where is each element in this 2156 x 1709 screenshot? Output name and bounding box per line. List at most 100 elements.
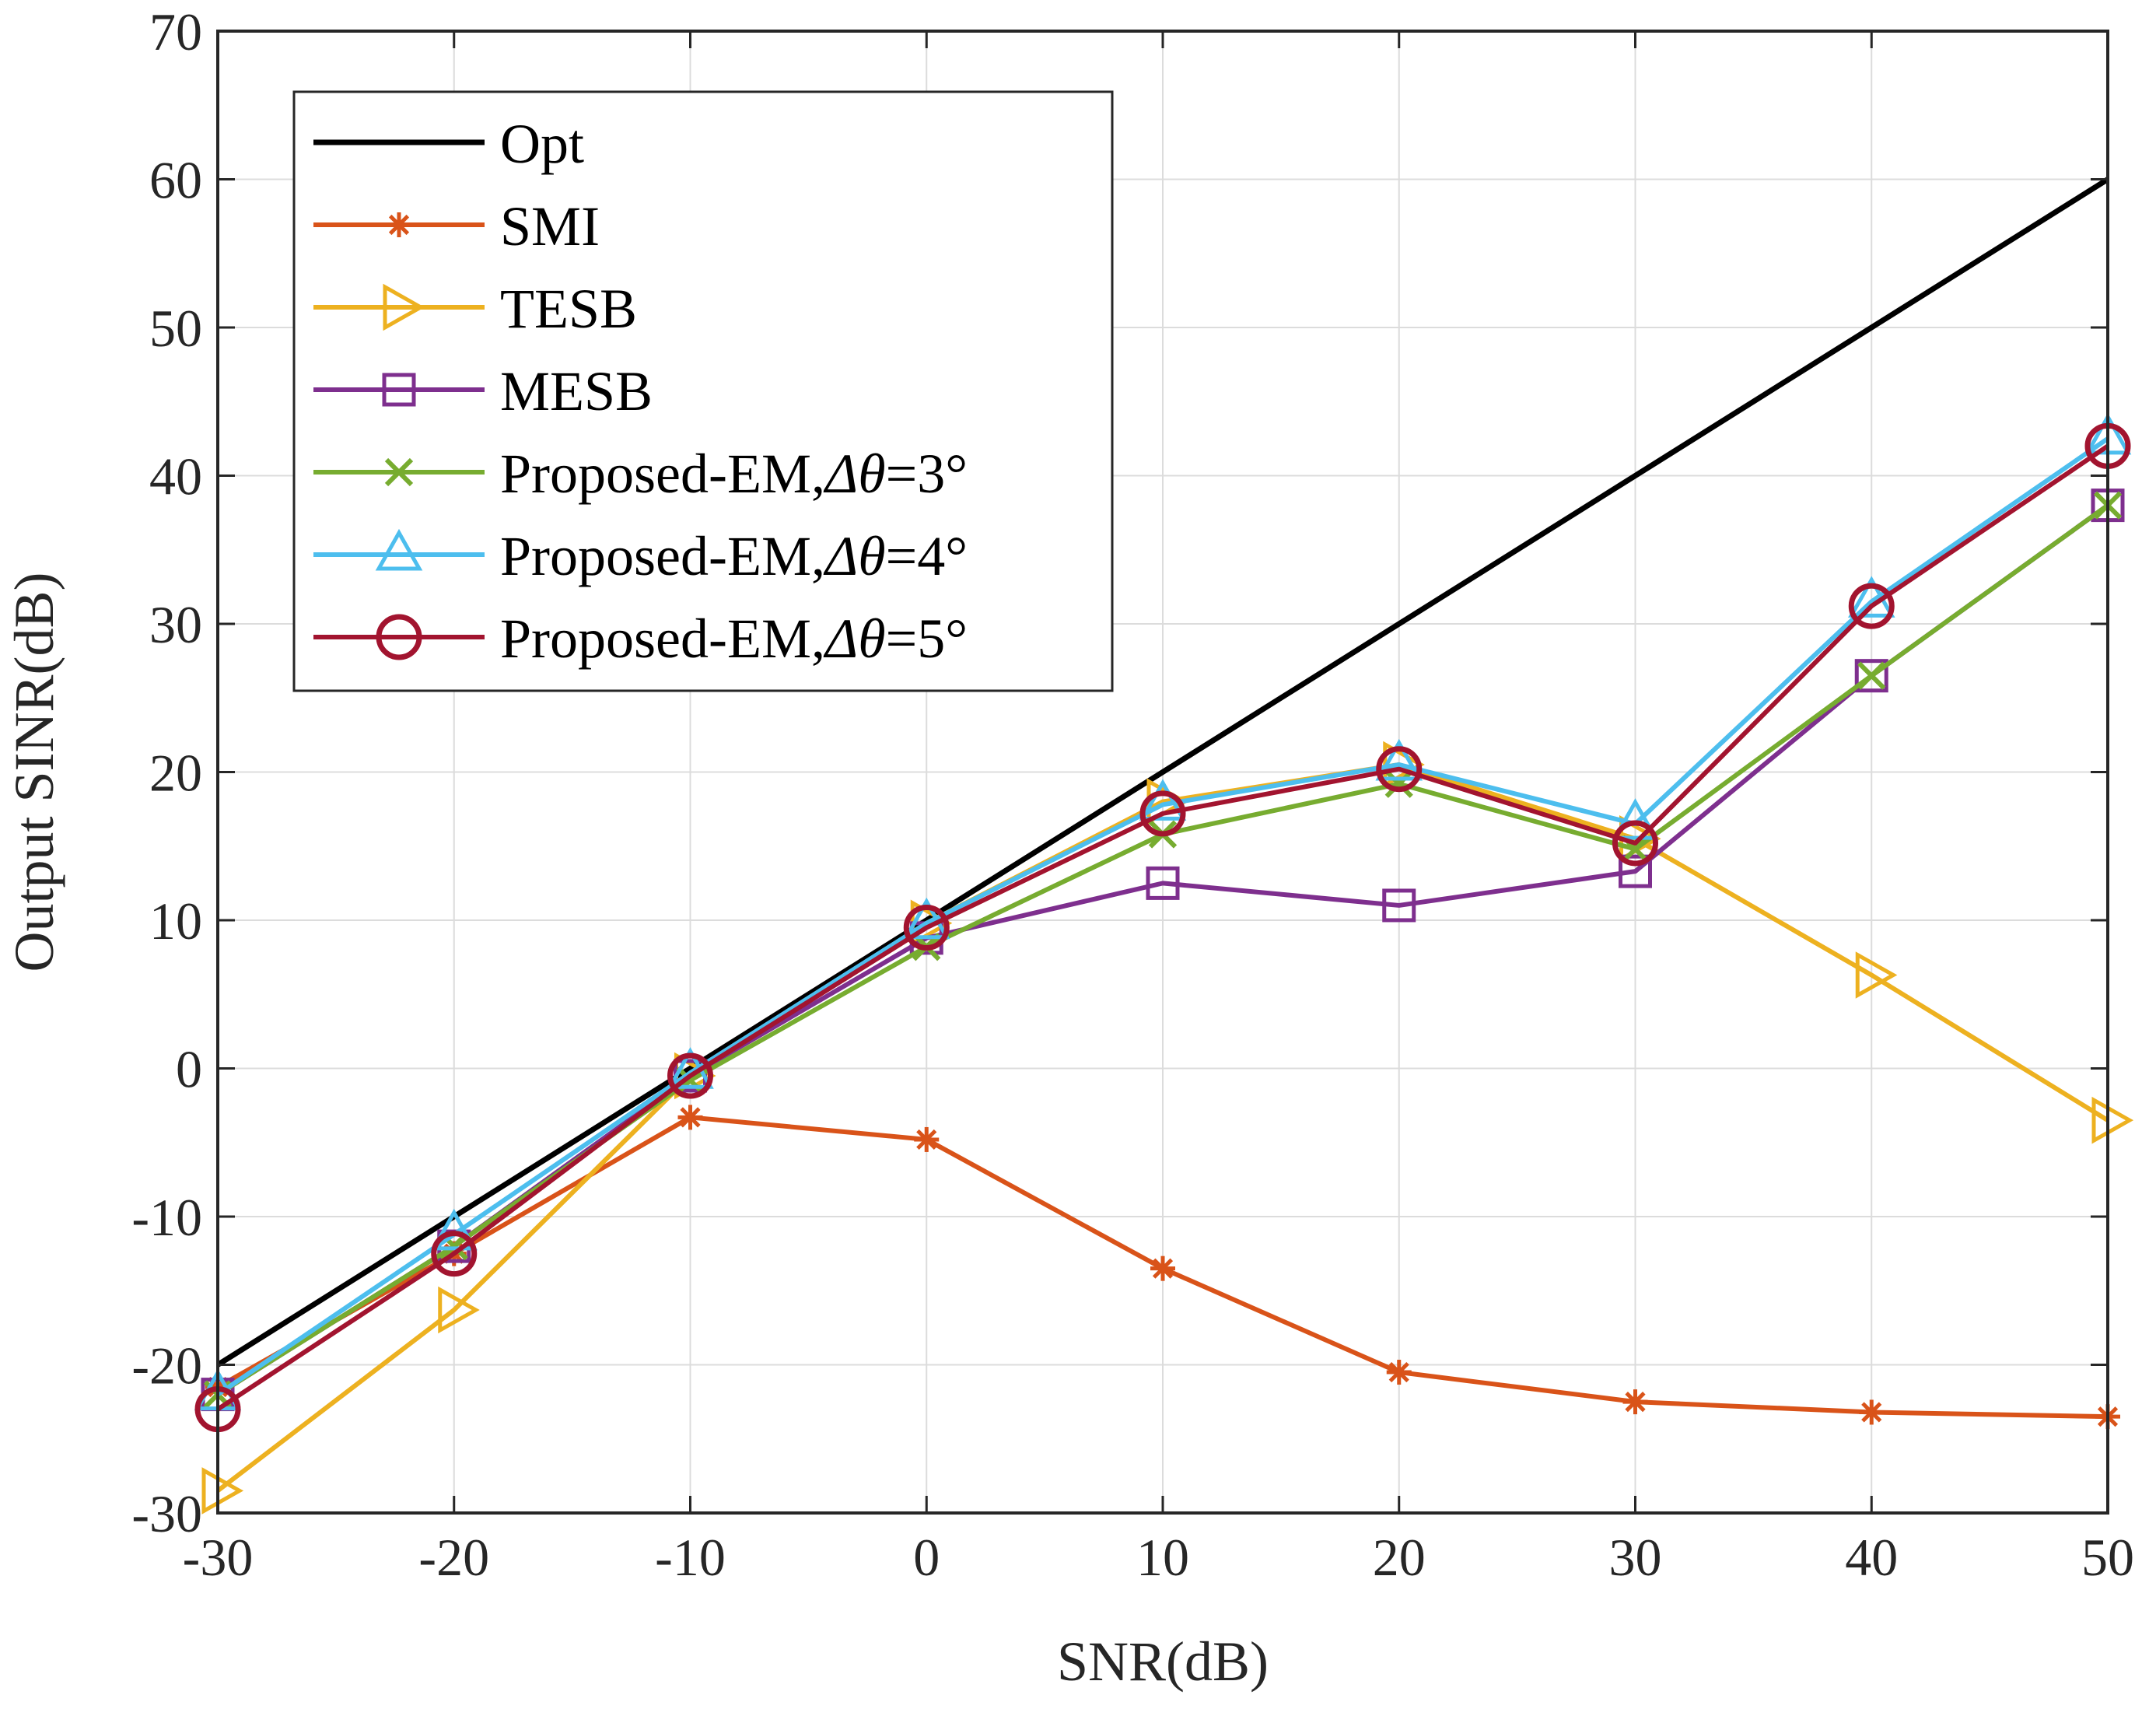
legend-label-greek: Δθ [823,443,886,505]
series-0-line [216,177,2109,1368]
legend-label: Opt [500,113,584,175]
y-tick-label: -20 [131,1336,202,1396]
legend-label-name: Proposed-EM, [500,443,825,505]
legend-label-greek: Δθ [823,525,886,587]
asterisk-stroke [680,1107,701,1128]
y-tick-label: 30 [149,595,202,654]
legend-entry: MESB [313,360,653,422]
x-tick-label: 10 [1136,1528,1189,1587]
series-6-point [1139,790,1186,837]
legend-label: Proposed-EM,Δθ=4° [500,525,968,587]
x-tick-label: 30 [1609,1528,1662,1587]
series-6-point [431,1231,478,1277]
y-tick-label: 50 [149,299,202,358]
x-tick-label: 0 [913,1528,940,1587]
legend-swatch-marker [384,457,414,487]
series-6-point [1376,746,1423,793]
series-2-point [438,1286,480,1334]
y-tick-label: -30 [131,1484,202,1543]
series-3-point [1619,854,1652,888]
legend-label-angle: =4° [886,525,968,587]
legend-label-name: Proposed-EM, [500,525,825,587]
legend-swatch-marker [376,614,422,660]
legend-entry: Proposed-EM,Δθ=3° [313,443,968,505]
series-6-point [1848,583,1895,629]
y-axis-label: Output SINR(dB) [3,572,65,972]
y-tick-label: 60 [149,151,202,210]
series-2-line [216,762,2109,1493]
y-tick-label: 20 [149,744,202,803]
asterisk-stroke [1388,1361,1409,1383]
legend: OptSMITESBMESBProposed-EM,Δθ=3°Proposed-… [292,90,1114,692]
y-tick-label: -10 [131,1188,202,1247]
x-tick-label: -30 [183,1528,254,1587]
legend-entry: Proposed-EM,Δθ=5° [313,608,968,670]
legend-label-angle: =3° [886,443,968,505]
x-tick-label: 40 [1845,1528,1898,1587]
legend-swatch-marker [375,528,423,571]
legend-swatch-marker [383,283,425,331]
legend-swatch-marker [382,373,416,407]
legend-label-angle: =5° [886,608,968,670]
series-0 [216,177,2109,1368]
series-3-point [1146,866,1180,900]
y-tick-label: 40 [149,447,202,506]
legend-label-name: Opt [500,113,584,175]
legend-label: Proposed-EM,Δθ=5° [500,608,968,670]
legend-swatch-marker [387,212,411,237]
y-tick-label: 10 [149,891,202,951]
series-5-line [216,436,2109,1397]
legend-entry: Opt [313,113,584,175]
series-1-point [1859,1399,1885,1425]
series-1-point [1150,1255,1175,1281]
y-tick-label: 0 [176,1040,202,1099]
legend-entry: TESB [313,278,637,340]
series-6-point [903,905,950,951]
series-1-point [914,1126,940,1152]
legend-label: MESB [500,360,653,422]
asterisk-stroke [388,214,410,236]
legend-label: SMI [500,195,600,257]
legend-label-name: Proposed-EM, [500,608,825,670]
series-2-point [1855,951,1898,999]
legend-label-name: MESB [500,360,653,422]
series-6-line [216,443,2109,1412]
series-1-point [677,1105,703,1130]
x-stroke [384,457,414,487]
legend-label-name: SMI [500,195,600,257]
legend-label-greek: Δθ [823,608,886,670]
x-stroke [1621,835,1650,863]
series-3-point [1382,888,1416,923]
legend-entry: SMI [313,195,600,257]
legend-label: Proposed-EM,Δθ=3° [500,443,968,505]
legend-label: TESB [500,278,637,340]
asterisk-stroke [1152,1258,1174,1279]
series-6-point [667,1052,713,1099]
series-5-point [1612,798,1659,840]
x-tick-label: -20 [418,1528,489,1587]
x-tick-label: 20 [1373,1528,1426,1587]
series-5-point [1375,738,1423,781]
y-tick-label: 70 [149,2,202,61]
series-5-point [430,1208,478,1251]
series-2-point [201,1467,244,1515]
x-tick-label: -10 [655,1528,726,1587]
asterisk-stroke [1861,1402,1882,1423]
series-6-point [1612,820,1658,867]
legend-entry: Proposed-EM,Δθ=4° [313,525,968,587]
legend-label-name: TESB [500,278,637,340]
series-2-point [2091,1096,2134,1144]
x-axis-label: SNR(dB) [1057,1630,1269,1693]
series-4-point [1384,769,1413,798]
series-5-point [902,897,950,940]
series-layer [194,177,2134,1515]
asterisk-stroke [916,1129,937,1150]
x-stroke [1384,769,1413,798]
series-5-point [1139,779,1187,821]
x-stroke [1857,661,1886,690]
x-tick-label: 50 [2081,1528,2134,1587]
series-1-point [1622,1389,1648,1415]
series-1-point [1386,1360,1412,1385]
ticks: -30 -20 -10 0 10 20 30 40 50 -30 -20 -10 0 10 20 30 40 50… [131,2,2134,1587]
